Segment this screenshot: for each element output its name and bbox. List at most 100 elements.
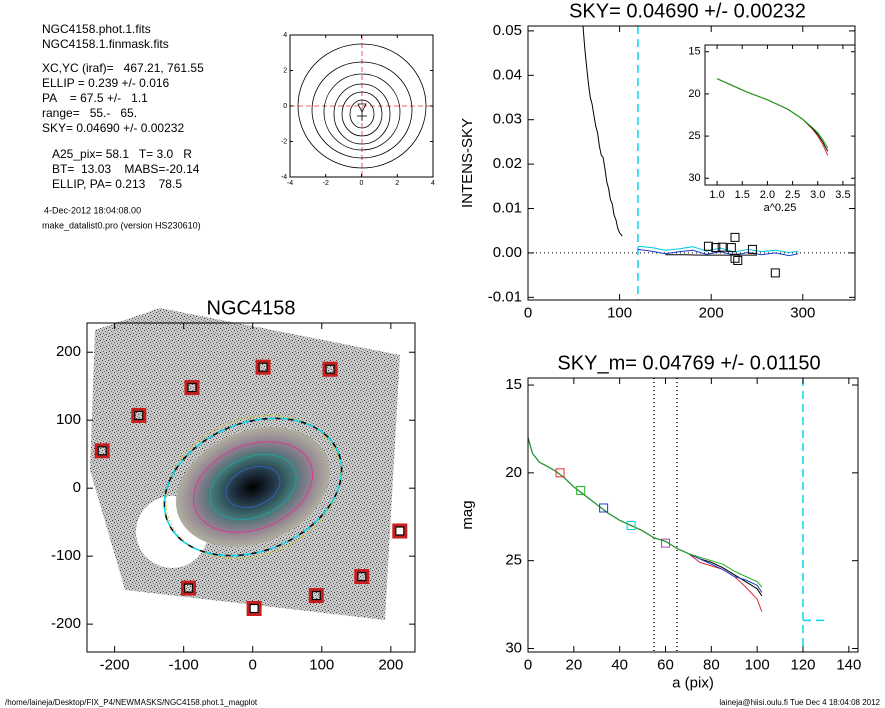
x-tick-label: 0: [249, 656, 257, 673]
footer-path: /home/laineja/Desktop/FIX_P4/NEWMASKS/NG…: [5, 698, 258, 707]
x-tick-label: 100: [745, 656, 770, 673]
panel: 1.0 1.5 2.0 2.5 3.0 3.5 15 20 25 30 a^0.25: [688, 44, 856, 214]
isophote: [165, 415, 341, 559]
contour: [311, 61, 413, 159]
marker-inner: [395, 526, 405, 536]
frame: [527, 377, 859, 653]
marker: [733, 255, 743, 265]
y-tick-label: 0.05: [493, 22, 522, 39]
marker-outer: [392, 523, 408, 539]
x-tick-label: 3.5: [835, 189, 850, 201]
y-tick-label: 25: [505, 552, 522, 569]
inset-background: [705, 45, 855, 185]
y-tick-label: 2: [283, 67, 287, 74]
x-tick-label: 200: [378, 656, 403, 673]
contour: [333, 83, 391, 145]
marker-inner: [134, 410, 144, 421]
x-tick-label: -4: [287, 180, 293, 187]
panel: 0 100 200 300 -0.01 0.00 0.01 0.02 0.03 0.04 0.05 S…: [459, 0, 856, 321]
marker: [555, 468, 565, 478]
marker: [599, 503, 609, 513]
marker-outer: [354, 569, 370, 585]
y-tick-label: 30: [505, 639, 522, 656]
header-line: PA = 67.5 +/- 1.1: [42, 91, 148, 105]
x-tick-label: 1.0: [709, 189, 724, 201]
y-axis-label: mag: [459, 500, 476, 529]
contour: [349, 99, 375, 129]
header-line: NGC4158.1.finmask.fits: [42, 37, 169, 51]
frame: [704, 44, 856, 186]
marker-inner: [311, 590, 321, 601]
y-tick-label: 0: [283, 103, 287, 110]
marker: [246, 600, 262, 616]
chart-title: SKY= 0.04690 +/- 0.00232: [569, 0, 806, 22]
header-line: XC,YC (iraf)= 467.21, 761.55: [42, 61, 204, 75]
y-tick-label: 30: [688, 172, 700, 184]
header-line: BT= 13.03 MABS=-20.14: [52, 162, 200, 176]
frame: [86, 322, 416, 653]
header-line: ELLIP = 0.239 +/- 0.016: [42, 76, 170, 90]
series-line: [527, 437, 763, 588]
x-tick-label: 2.5: [785, 189, 800, 201]
galaxy-image: [90, 308, 400, 620]
footer-user: laineja@hiisi.oulu.fi Tue Dec 4 18:04:08…: [719, 698, 880, 707]
y-tick-label: 20: [505, 464, 522, 481]
marker: [184, 380, 200, 396]
x-tick-label: 200: [699, 304, 724, 321]
marker-inner: [183, 583, 194, 593]
marker: [726, 243, 736, 253]
marker: [711, 243, 721, 253]
header-line: NGC4158.phot.1.fits: [42, 22, 151, 36]
panel: -200 -100 0 100 200 -200 -100 0 100 200 NGC4158: [51, 297, 416, 673]
x-tick-label: 140: [836, 656, 861, 673]
contour: [323, 73, 401, 151]
marker: [131, 407, 147, 423]
y-tick-label: 15: [688, 46, 700, 58]
x-tick-label: 3.0: [810, 189, 825, 201]
contour: [341, 91, 383, 137]
panel: -4 -2 0 2 4 -4 -2 0 2 4: [281, 32, 435, 187]
marker: [661, 538, 670, 548]
marker: [94, 443, 110, 459]
contour: [357, 103, 367, 113]
header: NGC4158.phot.1.fits NGC4158.1.finmask.fi…: [42, 22, 204, 230]
y-tick-label: 0.01: [493, 199, 522, 216]
y-tick-label: -4: [281, 174, 287, 181]
x-tick-label: 60: [657, 656, 674, 673]
x-axis-label: a^0.25: [764, 202, 797, 214]
contours: [290, 35, 433, 177]
x-tick-label: 100: [309, 656, 334, 673]
y-tick-label: 0.02: [493, 155, 522, 172]
x-tick-label: 300: [790, 304, 815, 321]
x-tick-label: 1.5: [735, 189, 750, 201]
marker: [576, 485, 586, 495]
series-line: [637, 245, 799, 254]
y-tick-label: 100: [56, 411, 81, 428]
marker-outer: [255, 359, 271, 375]
marker: [717, 242, 727, 252]
x-axis-label: a (pix): [672, 674, 714, 691]
panel: 0 20 40 60 80 100 120 140 15 20 25 30 SKY_m= 0.04769…: [459, 352, 861, 691]
y-tick-label: 0.03: [493, 111, 522, 128]
contour: [297, 43, 427, 169]
marker-inner: [187, 382, 197, 393]
chart-title: NGC4158: [207, 297, 296, 319]
header-line: SKY= 0.04690 +/- 0.00232: [42, 121, 184, 135]
marker-outer: [184, 380, 200, 396]
y-tick-label: -200: [51, 615, 81, 632]
x-tick-label: 120: [790, 656, 815, 673]
series-line: [582, 25, 623, 237]
x-tick-label: 2.0: [760, 189, 775, 201]
x-tick-label: 4: [431, 180, 435, 187]
marker: [181, 580, 197, 596]
marker-inner: [97, 446, 107, 456]
x-tick-label: 0: [360, 180, 364, 187]
x-tick-label: 0: [524, 304, 532, 321]
header-line: range= 55.- 65.: [42, 106, 137, 120]
y-tick-label: 25: [688, 130, 700, 142]
marker: [730, 253, 740, 263]
marker-inner: [357, 571, 367, 582]
y-tick-label: -2: [281, 138, 287, 145]
isophote: [192, 441, 314, 533]
